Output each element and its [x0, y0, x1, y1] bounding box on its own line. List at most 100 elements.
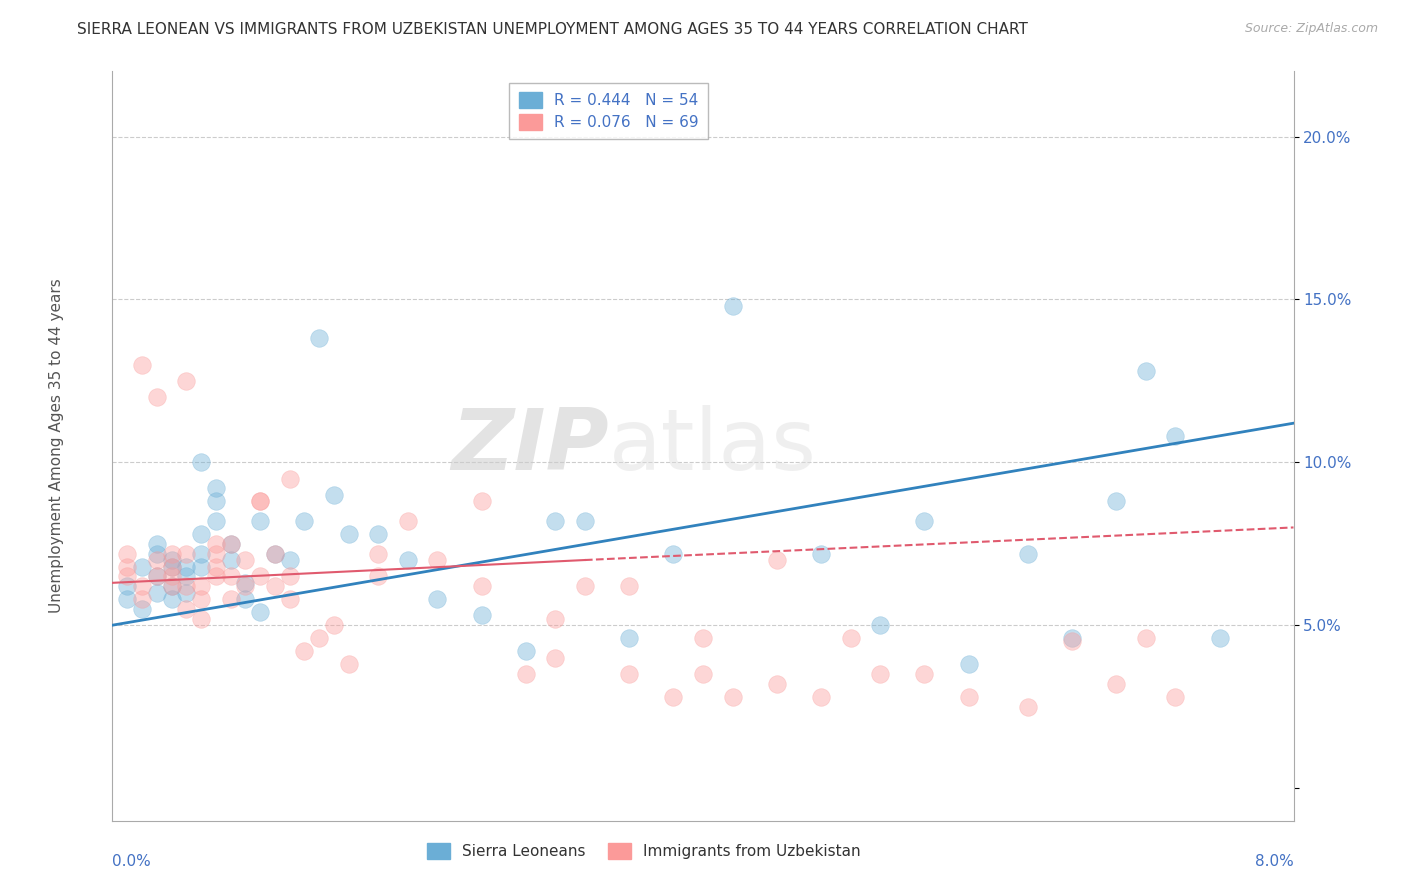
Point — [515, 667, 537, 681]
Point — [146, 585, 169, 599]
Point — [367, 547, 389, 561]
Point — [160, 579, 183, 593]
Point — [1062, 631, 1084, 645]
Point — [233, 592, 256, 607]
Point — [117, 547, 138, 561]
Legend: Sierra Leoneans, Immigrants from Uzbekistan: Sierra Leoneans, Immigrants from Uzbekis… — [420, 838, 868, 865]
Point — [146, 547, 169, 561]
Point — [662, 547, 685, 561]
Point — [721, 299, 744, 313]
Point — [131, 592, 153, 607]
Point — [1062, 634, 1084, 648]
Point — [249, 569, 271, 583]
Point — [1135, 364, 1157, 378]
Point — [174, 569, 197, 583]
Point — [515, 644, 537, 658]
Point — [662, 690, 685, 704]
Point — [396, 553, 419, 567]
Point — [544, 650, 567, 665]
Point — [1164, 429, 1187, 443]
Point — [721, 690, 744, 704]
Point — [190, 612, 212, 626]
Point — [619, 667, 641, 681]
Point — [471, 608, 494, 623]
Point — [160, 553, 183, 567]
Point — [1135, 631, 1157, 645]
Point — [264, 579, 287, 593]
Point — [160, 547, 183, 561]
Point — [810, 547, 832, 561]
Point — [765, 677, 787, 691]
Point — [957, 657, 980, 672]
Point — [308, 331, 330, 345]
Point — [914, 667, 936, 681]
Point — [619, 579, 641, 593]
Point — [367, 527, 389, 541]
Point — [544, 514, 567, 528]
Point — [205, 569, 228, 583]
Point — [160, 579, 183, 593]
Point — [174, 374, 197, 388]
Point — [131, 579, 153, 593]
Point — [233, 575, 256, 590]
Text: Unemployment Among Ages 35 to 44 years: Unemployment Among Ages 35 to 44 years — [49, 278, 63, 614]
Text: 0.0%: 0.0% — [112, 855, 152, 870]
Text: Source: ZipAtlas.com: Source: ZipAtlas.com — [1244, 22, 1378, 36]
Point — [337, 527, 360, 541]
Point — [190, 547, 212, 561]
Point — [117, 559, 138, 574]
Point — [205, 559, 228, 574]
Point — [160, 559, 183, 574]
Point — [765, 553, 787, 567]
Point — [249, 494, 271, 508]
Point — [174, 579, 197, 593]
Point — [396, 514, 419, 528]
Point — [190, 455, 212, 469]
Point — [292, 514, 315, 528]
Point — [233, 553, 256, 567]
Point — [278, 569, 301, 583]
Point — [131, 602, 153, 616]
Point — [337, 657, 360, 672]
Point — [544, 612, 567, 626]
Point — [323, 488, 346, 502]
Point — [323, 618, 346, 632]
Point — [278, 553, 301, 567]
Point — [810, 690, 832, 704]
Point — [205, 481, 228, 495]
Point — [1017, 699, 1039, 714]
Point — [190, 592, 212, 607]
Point — [146, 569, 169, 583]
Point — [692, 667, 714, 681]
Point — [1105, 677, 1128, 691]
Point — [146, 569, 169, 583]
Point — [160, 592, 183, 607]
Point — [117, 569, 138, 583]
Point — [160, 569, 183, 583]
Point — [692, 631, 714, 645]
Point — [839, 631, 862, 645]
Point — [619, 631, 641, 645]
Point — [219, 537, 242, 551]
Point — [174, 547, 197, 561]
Point — [174, 602, 197, 616]
Text: ZIP: ZIP — [451, 404, 609, 488]
Point — [219, 592, 242, 607]
Point — [233, 579, 256, 593]
Point — [174, 559, 197, 574]
Point — [174, 585, 197, 599]
Point — [292, 644, 315, 658]
Point — [869, 667, 891, 681]
Point — [1105, 494, 1128, 508]
Point — [869, 618, 891, 632]
Point — [249, 514, 271, 528]
Point — [914, 514, 936, 528]
Point — [190, 559, 212, 574]
Point — [160, 559, 183, 574]
Point — [117, 592, 138, 607]
Point — [308, 631, 330, 645]
Text: SIERRA LEONEAN VS IMMIGRANTS FROM UZBEKISTAN UNEMPLOYMENT AMONG AGES 35 TO 44 YE: SIERRA LEONEAN VS IMMIGRANTS FROM UZBEKI… — [77, 22, 1028, 37]
Point — [219, 569, 242, 583]
Point — [205, 547, 228, 561]
Point — [117, 579, 138, 593]
